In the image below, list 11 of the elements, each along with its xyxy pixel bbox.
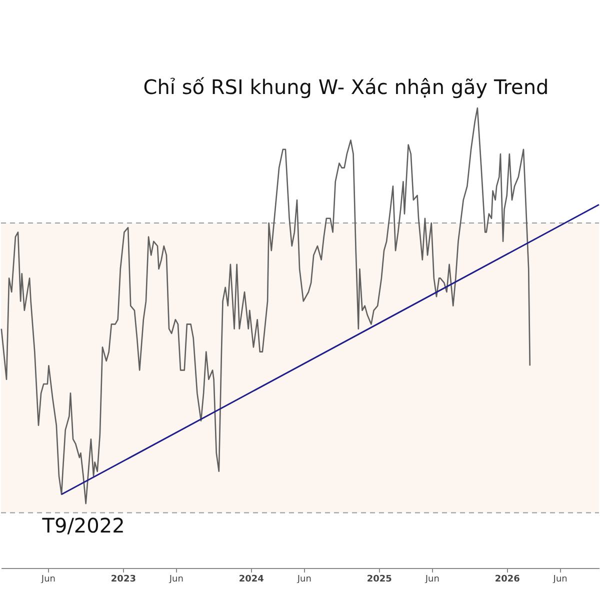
x-tick-label: Jun xyxy=(552,574,568,584)
x-tick-label: Jun xyxy=(424,574,440,584)
x-tick-label: 2023 xyxy=(110,574,136,584)
x-tick-label: 2025 xyxy=(366,574,392,584)
x-tick-label: Jun xyxy=(168,574,184,584)
x-tick-label: Jun xyxy=(296,574,312,584)
x-tick-label: 2026 xyxy=(494,574,520,584)
annotation: T9/2022 xyxy=(41,513,125,538)
chart-title: Chỉ số RSI khung W- Xác nhận gãy Trend xyxy=(143,75,549,99)
x-tick-label: 2024 xyxy=(238,574,264,584)
x-tick-label: Jun xyxy=(40,574,56,584)
